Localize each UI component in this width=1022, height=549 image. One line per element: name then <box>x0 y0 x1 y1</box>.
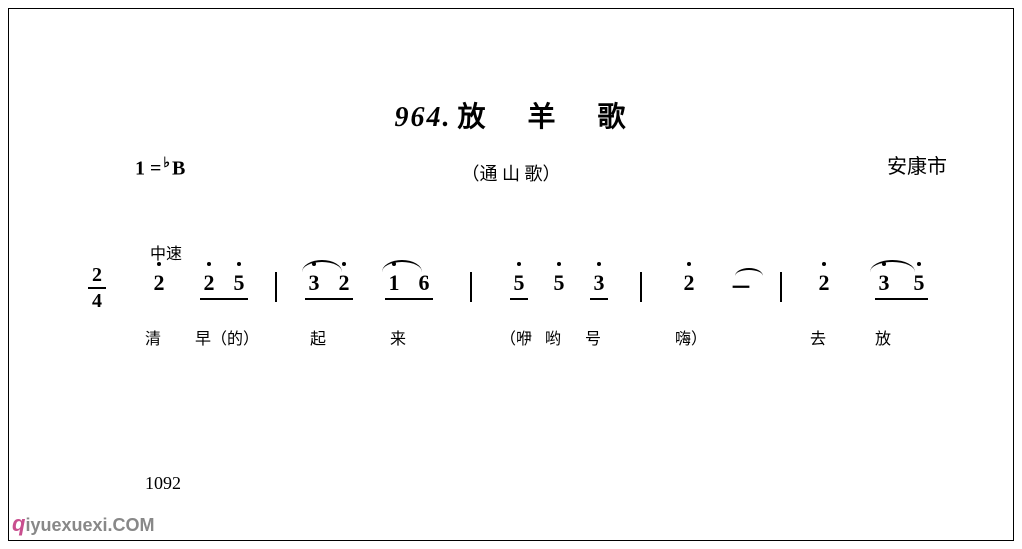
lyric-8: 嗨） <box>675 325 707 349</box>
barline-1 <box>275 272 277 302</box>
note-10: 3 <box>590 270 608 296</box>
beam-2 <box>305 298 353 300</box>
beam-1 <box>200 298 248 300</box>
lyric-5: （咿 <box>500 325 532 349</box>
subtitle: （通 山 歌） <box>0 160 1022 186</box>
lyric-4: 来 <box>390 325 406 349</box>
beam-5 <box>590 298 608 300</box>
title: 964.放 羊 歌 <box>0 95 1022 135</box>
note-4: 3 <box>305 270 323 296</box>
note-5: 2 <box>335 270 353 296</box>
title-char-1: 放 <box>457 102 487 133</box>
note-9: 5 <box>550 270 568 296</box>
page-number: 1092 <box>145 473 181 494</box>
lyric-7: 号 <box>585 325 601 349</box>
barline-4 <box>780 272 782 302</box>
barline-3 <box>640 272 642 302</box>
time-signature: 2 4 <box>88 265 106 311</box>
beam-3 <box>385 298 433 300</box>
note-7: 6 <box>415 270 433 296</box>
note-12: 2 <box>815 270 833 296</box>
title-char-3: 歌 <box>598 102 628 133</box>
note-3: 5 <box>230 270 248 296</box>
note-14: 5 <box>910 270 928 296</box>
slur-tie <box>735 268 763 276</box>
lyrics-line: 清 早（的） 起 来 （咿 哟 号 嗨） 去 放 <box>130 325 962 355</box>
time-sig-top: 2 <box>88 265 106 289</box>
note-2: 2 <box>200 270 218 296</box>
lyric-6: 哟 <box>545 325 561 349</box>
title-number: 964. <box>394 102 451 133</box>
note-1: 2 <box>150 270 168 296</box>
notation-line: 2 2 5 3 2 1 6 5 5 3 2 － 2 <box>130 270 962 320</box>
lyric-3: 起 <box>310 325 326 349</box>
barline-2 <box>470 272 472 302</box>
watermark: qiyuexuexi.COM <box>12 511 155 537</box>
lyric-2: 早（的） <box>195 325 259 349</box>
watermark-accent: q <box>12 511 25 536</box>
beam-6 <box>875 298 928 300</box>
time-sig-bot: 4 <box>88 289 106 311</box>
region-label: 安康市 <box>887 150 947 179</box>
lyric-1: 清 <box>145 325 161 349</box>
note-11: 2 <box>680 270 698 296</box>
watermark-text: iyuexuexi.COM <box>25 515 154 535</box>
note-6: 1 <box>385 270 403 296</box>
lyric-10: 放 <box>875 325 891 349</box>
lyric-9: 去 <box>810 325 826 349</box>
beam-4 <box>510 298 528 300</box>
tempo-marking: 中速 <box>150 240 182 264</box>
note-8: 5 <box>510 270 528 296</box>
note-13: 3 <box>875 270 893 296</box>
title-char-2: 羊 <box>527 102 557 133</box>
